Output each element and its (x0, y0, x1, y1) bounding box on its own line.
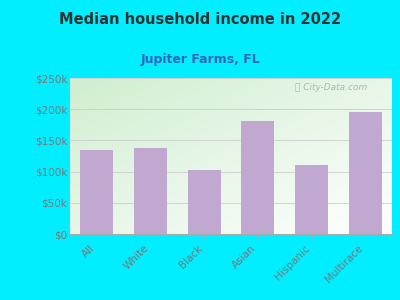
Text: Median household income in 2022: Median household income in 2022 (59, 12, 341, 27)
Bar (188, 170, 221, 234)
Bar (295, 165, 328, 234)
Text: Jupiter Farms, FL: Jupiter Farms, FL (140, 53, 260, 66)
Bar (348, 112, 382, 234)
Bar (134, 148, 167, 234)
Bar (241, 121, 274, 234)
Text: ⓘ City-Data.com: ⓘ City-Data.com (295, 83, 368, 92)
Bar (80, 150, 114, 234)
